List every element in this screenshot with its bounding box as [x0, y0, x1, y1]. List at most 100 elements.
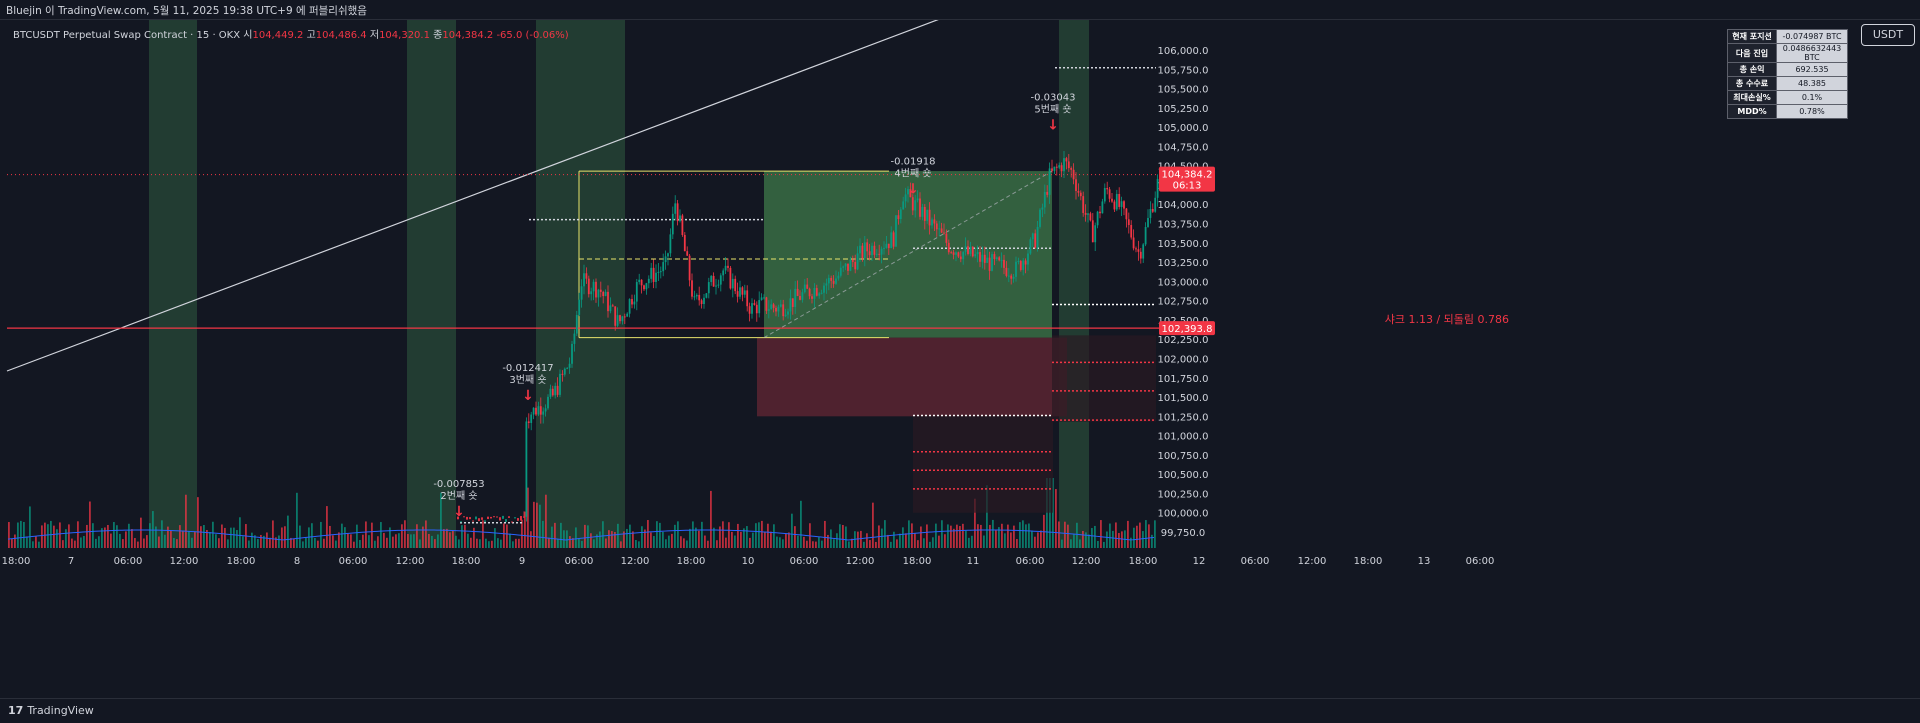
volume-bar: [701, 521, 703, 548]
volume-bar: [893, 531, 895, 548]
candle-body: [943, 232, 945, 234]
candle-series: [457, 150, 1159, 523]
candle-body: [585, 273, 588, 279]
candle-body: [1154, 197, 1157, 212]
volume-bar: [899, 533, 901, 548]
candle-body: [815, 288, 818, 296]
candle-body: [1058, 165, 1061, 168]
time-tick-label: 10: [742, 556, 755, 567]
candle-body: [883, 247, 885, 249]
volume-bar: [713, 527, 715, 548]
candle-body: [849, 259, 852, 271]
volume-bar: [881, 528, 883, 548]
candle-body: [1024, 260, 1027, 265]
volume-bar: [764, 531, 766, 548]
candle-body: [1139, 251, 1142, 259]
candle-body: [703, 297, 705, 305]
volume-bar: [410, 534, 412, 548]
volume-bar: [1037, 532, 1039, 548]
volume-bar: [599, 531, 601, 548]
open-value: 104,449.2: [252, 30, 304, 41]
volume-bar: [323, 538, 325, 548]
volume-bar: [668, 535, 670, 548]
volume-bar: [767, 523, 769, 548]
volume-bar: [287, 515, 289, 548]
table-key: 현재 포지션: [1727, 29, 1777, 44]
volume-bar: [641, 526, 643, 548]
volume-bar: [1109, 523, 1111, 548]
volume-bar: [1118, 532, 1120, 548]
candle-body: [741, 287, 744, 295]
volume-bar: [722, 521, 724, 548]
volume-bar: [272, 520, 274, 548]
candle-body: [621, 316, 624, 322]
candle-body: [502, 515, 504, 519]
volume-bar: [1040, 530, 1042, 548]
volume-bar: [800, 500, 802, 548]
volume-bar: [827, 534, 829, 548]
volume-bar: [242, 536, 244, 548]
volume-bar: [62, 540, 64, 548]
candle-body: [478, 518, 480, 522]
volume-bar: [65, 529, 67, 548]
tradingview-brand[interactable]: 17 TradingView: [8, 704, 94, 717]
volume-bar: [851, 538, 853, 548]
volume-bar: [1121, 531, 1123, 548]
volume-bar: [986, 485, 988, 548]
price-tick-label: 101,750.0: [1158, 374, 1209, 385]
candle-body: [571, 343, 573, 364]
volume-bar: [23, 522, 25, 548]
volume-bar: [344, 527, 346, 548]
volume-bar: [758, 522, 760, 548]
volume-bar: [761, 520, 763, 548]
volume-bar: [803, 536, 805, 548]
volume-ma-line: [7, 529, 1155, 541]
candle-body: [1082, 196, 1085, 213]
volume-bar: [1073, 534, 1075, 548]
price-tick-label: 105,250.0: [1158, 104, 1209, 115]
volume-bar: [353, 541, 355, 548]
short-label: 2번째 숏: [440, 490, 477, 502]
volume-bar: [1016, 539, 1018, 548]
candle-body: [1147, 217, 1149, 227]
candle-body: [614, 306, 617, 326]
volume-bar: [467, 533, 469, 548]
symbol-legend: BTCUSDT Perpetual Swap Contract · 15 · O…: [13, 26, 569, 41]
symbol-name: BTCUSDT Perpetual Swap Contract · 15 · O…: [13, 30, 241, 41]
volume-bar: [554, 522, 556, 548]
candle-body: [517, 518, 519, 521]
volume-bar: [1064, 521, 1066, 548]
candle-body: [1029, 239, 1032, 254]
table-value: 0.78%: [1776, 104, 1848, 119]
candle-body: [928, 209, 931, 226]
candle-body: [911, 197, 914, 211]
volume-bar: [728, 522, 730, 548]
price-tick-label: 99,750.0: [1161, 528, 1206, 539]
volume-bar: [605, 538, 607, 548]
volume-bar: [749, 537, 751, 548]
candle-body: [566, 367, 569, 369]
volume-bar: [626, 528, 628, 548]
candle-body: [1099, 211, 1101, 214]
time-tick-label: 06:00: [1466, 556, 1495, 567]
candle-body: [751, 303, 753, 314]
candle-body: [1075, 179, 1077, 191]
volume-bar: [572, 538, 574, 548]
candle-body: [475, 516, 477, 520]
candle-body: [700, 300, 703, 305]
volume-bar: [17, 522, 19, 548]
volume-bar: [362, 534, 364, 548]
short-arrow-icon: ↓: [1047, 118, 1059, 134]
candle-body: [820, 292, 823, 294]
currency-button[interactable]: USDT: [1861, 24, 1915, 46]
volume-bar: [1142, 531, 1144, 548]
volume-bar: [926, 524, 928, 548]
volume-bar: [980, 524, 982, 548]
volume-bar: [431, 535, 433, 548]
volume-bar: [1133, 527, 1135, 548]
candle-body: [1149, 208, 1152, 218]
candle-body: [957, 252, 960, 257]
volume-bar: [860, 530, 862, 548]
candle-body: [998, 257, 1001, 261]
